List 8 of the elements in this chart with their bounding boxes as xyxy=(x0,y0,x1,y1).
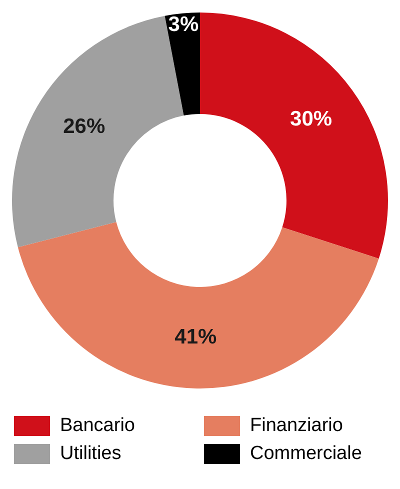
data-label: 3% xyxy=(168,13,199,36)
data-label: 30% xyxy=(290,108,332,131)
legend-label: Finanziario xyxy=(250,415,343,437)
data-label: 26% xyxy=(63,114,106,138)
legend-label: Bancario xyxy=(60,415,135,437)
legend-label: Utilities xyxy=(60,443,122,465)
legend-label: Commerciale xyxy=(250,443,362,465)
data-label: 41% xyxy=(174,325,218,348)
